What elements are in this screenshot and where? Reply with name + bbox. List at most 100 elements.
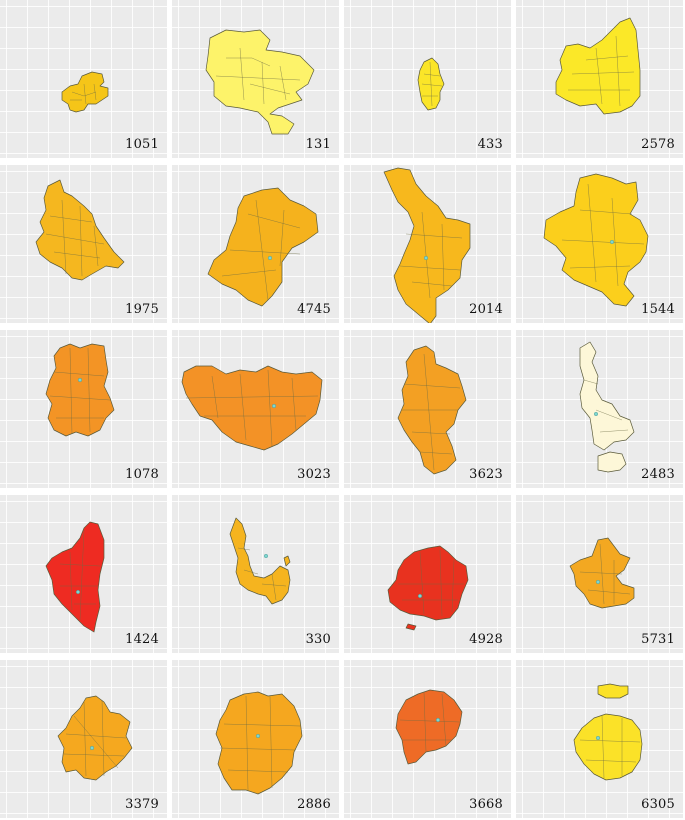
region-shape [45, 521, 105, 633]
center-marker [596, 580, 601, 585]
map-panel-3023: 3023 [172, 330, 339, 488]
center-marker [610, 239, 615, 244]
district-boundary [73, 715, 119, 769]
district-boundary [429, 61, 433, 107]
center-marker [75, 590, 80, 595]
region-shape [35, 179, 125, 281]
district-boundary [211, 375, 219, 419]
district-boundary [423, 353, 435, 471]
region-map [207, 187, 319, 307]
district-boundary [219, 747, 297, 751]
district-boundary [83, 83, 87, 105]
district-boundary [71, 91, 97, 97]
region-shape [573, 683, 643, 781]
region-map [383, 167, 471, 323]
center-marker [418, 594, 423, 599]
district-boundary [569, 265, 631, 269]
panel-label: 330 [305, 632, 331, 647]
district-boundary [239, 47, 245, 101]
district-boundary [579, 571, 623, 575]
district-boundary [423, 691, 427, 753]
district-boundary [227, 769, 289, 773]
map-panel-3668: 3668 [344, 660, 511, 818]
district-boundary [585, 55, 629, 61]
center-marker [256, 734, 261, 739]
district-boundary [87, 347, 91, 433]
district-boundary [399, 265, 461, 271]
panel-label: 2578 [641, 137, 675, 152]
map-panel-2578: 2578 [516, 0, 683, 158]
map-panel-2014: 2014 [344, 165, 511, 323]
region-map [417, 57, 445, 111]
district-boundary [451, 559, 455, 613]
panel-label: 3379 [125, 797, 159, 812]
district-boundary [583, 379, 599, 385]
district-boundary [59, 563, 101, 567]
district-boundary [226, 57, 271, 67]
district-boundary [579, 739, 641, 743]
region-map [543, 173, 649, 307]
district-boundary [221, 269, 277, 277]
map-panel-1975: 1975 [0, 165, 167, 323]
panel-label: 3023 [297, 467, 331, 482]
region-shape [215, 691, 303, 795]
region-map [35, 179, 125, 281]
district-boundary [423, 73, 441, 77]
district-boundary [403, 383, 461, 389]
center-marker [89, 746, 94, 751]
district-boundary [185, 395, 319, 399]
district-boundary [239, 373, 247, 441]
region-map [573, 683, 643, 781]
district-boundary [595, 47, 603, 105]
region-map [555, 17, 641, 115]
region-map [215, 691, 303, 795]
region-shape [395, 689, 463, 765]
region-map [205, 29, 315, 135]
panel-label: 1975 [125, 302, 159, 317]
district-boundary [291, 377, 297, 431]
region-shape [579, 341, 635, 473]
center-marker [264, 554, 269, 559]
panel-label: 1078 [125, 467, 159, 482]
district-boundary [223, 723, 301, 727]
region-map [45, 521, 105, 633]
district-boundary [49, 215, 93, 223]
district-boundary [399, 719, 461, 723]
center-marker [436, 718, 441, 723]
district-boundary [599, 429, 629, 433]
map-panel-3623: 3623 [344, 330, 511, 488]
map-panel-1078: 1078 [0, 330, 167, 488]
district-boundary [279, 65, 287, 101]
district-boundary [245, 695, 249, 791]
district-boundary [267, 369, 273, 447]
panel-label: 433 [477, 137, 503, 152]
center-marker [268, 256, 273, 261]
region-map [569, 537, 635, 609]
region-map [397, 345, 467, 475]
district-boundary [63, 753, 125, 757]
panel-label: 3623 [469, 467, 503, 482]
region-shape [205, 29, 315, 135]
district-boundary [441, 223, 445, 291]
panel-label: 3668 [469, 797, 503, 812]
region-map [61, 71, 109, 113]
district-boundary [249, 83, 291, 95]
district-boundary [53, 371, 105, 377]
district-boundary [587, 183, 597, 283]
map-panel-1544: 1544 [516, 165, 683, 323]
panel-label: 2483 [641, 467, 675, 482]
panel-label: 131 [305, 137, 331, 152]
district-boundary [611, 197, 619, 287]
center-marker [596, 736, 601, 741]
district-boundary [237, 547, 251, 551]
map-panel-4745: 4745 [172, 165, 339, 323]
center-marker [272, 404, 277, 409]
map-panel-1051: 1051 [0, 0, 167, 158]
district-boundary [269, 695, 273, 789]
district-boundary [261, 583, 287, 587]
district-boundary [271, 573, 277, 601]
panel-label: 5731 [641, 632, 675, 647]
map-panel-4928: 4928 [344, 495, 511, 653]
district-boundary [579, 209, 633, 215]
